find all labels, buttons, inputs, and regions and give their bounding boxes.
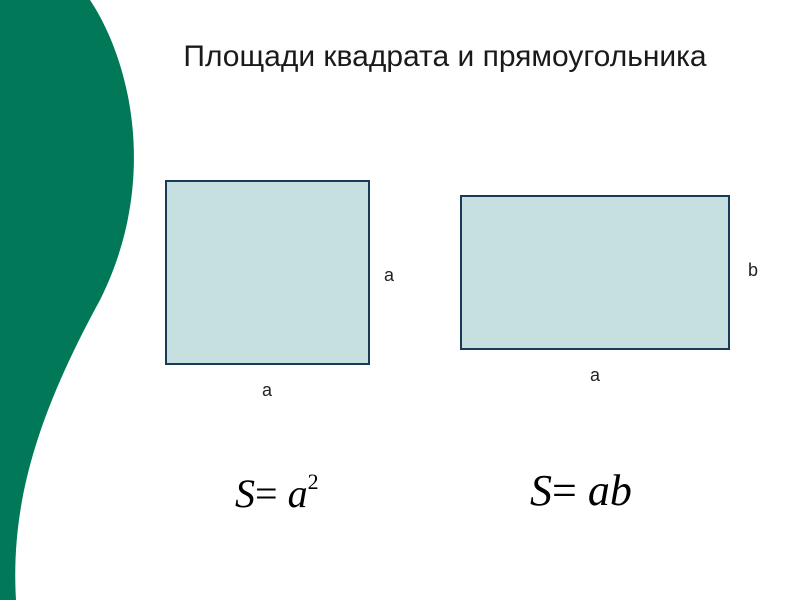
slide: Площади квадрата и прямоугольника a a b … <box>0 0 800 600</box>
formula-square-eq: = <box>255 471 278 516</box>
slide-title: Площади квадрата и прямоугольника <box>110 40 780 74</box>
rectangle-fill <box>462 197 728 348</box>
sidebar-wave <box>0 0 140 600</box>
rectangle-side-right-label: b <box>748 260 758 281</box>
square-shape <box>165 180 370 365</box>
formula-square-S: S <box>235 471 255 516</box>
sidebar-wave-path <box>0 0 134 600</box>
square-fill <box>167 182 368 363</box>
formula-square-area: S= a2 <box>235 470 319 517</box>
rectangle-side-bottom-label: a <box>590 365 600 386</box>
formula-rectangle-area: S= ab <box>530 465 632 516</box>
rectangle-shape <box>460 195 730 350</box>
formula-rect-S: S <box>530 466 552 515</box>
formula-square-var: a <box>288 471 308 516</box>
square-side-bottom-label: a <box>262 380 272 401</box>
decorative-sidebar <box>0 0 140 600</box>
formula-square-exp: 2 <box>308 469 319 494</box>
square-side-right-label: a <box>384 265 394 286</box>
formula-rect-eq: = <box>552 466 577 515</box>
formula-rect-rhs: ab <box>588 466 632 515</box>
